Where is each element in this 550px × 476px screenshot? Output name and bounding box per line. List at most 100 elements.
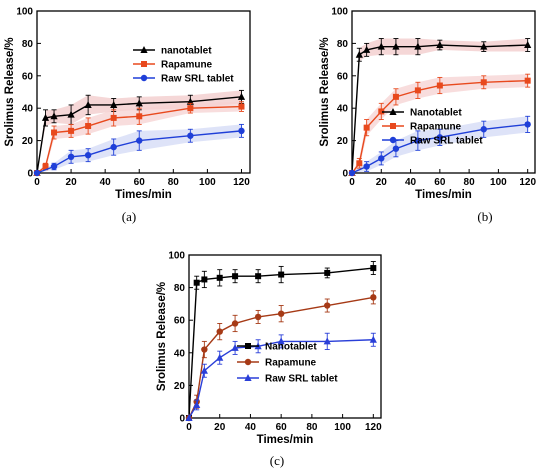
x-tick-label: 60 bbox=[434, 177, 446, 188]
legend-label: Raw SRL tablet bbox=[410, 136, 483, 147]
data-point bbox=[348, 169, 356, 177]
legend-marker bbox=[389, 108, 397, 115]
data-point bbox=[237, 92, 246, 100]
y-tick-label: 60 bbox=[337, 71, 349, 82]
series-line bbox=[36, 130, 242, 174]
data-point bbox=[67, 153, 75, 160]
x-tick-label: 120 bbox=[365, 422, 382, 433]
y-tick-label: 60 bbox=[22, 71, 34, 82]
data-point bbox=[33, 169, 41, 177]
legend-marker bbox=[141, 61, 147, 67]
y-tick-label: 40 bbox=[174, 348, 186, 359]
data-point bbox=[232, 273, 239, 280]
y-tick-label: 20 bbox=[174, 381, 186, 392]
legend-marker bbox=[390, 123, 396, 129]
data-point bbox=[68, 127, 75, 134]
data-point bbox=[136, 137, 143, 144]
data-point bbox=[377, 42, 385, 50]
y-axis-label: Srolimus Release/% bbox=[4, 37, 16, 146]
data-point bbox=[216, 353, 224, 361]
x-tick-label: 40 bbox=[405, 177, 417, 188]
data-point bbox=[193, 400, 201, 408]
x-tick-label: 80 bbox=[168, 177, 180, 188]
data-point bbox=[67, 110, 75, 118]
data-point bbox=[187, 132, 194, 139]
x-tick-label: 80 bbox=[464, 177, 476, 188]
data-point bbox=[255, 273, 262, 280]
x-axis-label: Times/min bbox=[115, 189, 172, 201]
chart-panel-2: 0 20 40 60 80 100 120 0 20 40 60 80 100 Times/min Srol… bbox=[319, 7, 536, 225]
legend-marker bbox=[244, 374, 252, 381]
y-axis-label: Srolimus Release/% bbox=[319, 37, 331, 146]
x-tick-label: 60 bbox=[134, 177, 146, 188]
x-tick-label: 40 bbox=[100, 177, 112, 188]
legend-label: Raw SRL tablet bbox=[161, 74, 234, 85]
data-point bbox=[216, 328, 223, 335]
data-point bbox=[370, 265, 377, 272]
data-point bbox=[414, 87, 421, 94]
data-point bbox=[370, 294, 377, 301]
data-point bbox=[238, 127, 245, 135]
x-axis-label: Times/min bbox=[415, 189, 472, 201]
panel-label: (b) bbox=[477, 209, 492, 224]
data-point bbox=[524, 77, 531, 84]
y-tick-label: 20 bbox=[22, 136, 34, 147]
data-point bbox=[110, 143, 117, 151]
x-tick-label: 120 bbox=[233, 177, 250, 188]
data-point bbox=[480, 126, 487, 133]
y-tick-label: 60 bbox=[174, 316, 186, 327]
data-point bbox=[436, 134, 444, 141]
panel-label: (a) bbox=[122, 209, 136, 224]
data-point bbox=[50, 112, 58, 120]
data-point bbox=[238, 103, 245, 110]
data-point bbox=[524, 41, 532, 49]
x-tick-label: 20 bbox=[376, 177, 388, 188]
legend-label: Nanotablet bbox=[410, 108, 462, 119]
data-point bbox=[201, 346, 208, 353]
legend-label: nanotablet bbox=[161, 46, 212, 57]
data-point bbox=[378, 155, 385, 162]
data-point bbox=[356, 160, 363, 167]
data-point bbox=[436, 82, 443, 89]
x-tick-label: 0 bbox=[349, 177, 355, 188]
chart-panel-3: 0 20 40 60 80 100 120 0 20 40 60 80 100 Times/min Srol… bbox=[156, 251, 382, 469]
y-axis-label: Srolimus Release/% bbox=[156, 282, 168, 391]
legend-marker bbox=[244, 358, 252, 366]
legend-marker bbox=[245, 343, 251, 349]
x-tick-label: 40 bbox=[245, 422, 257, 433]
y-tick-label: 0 bbox=[27, 169, 33, 180]
data-point bbox=[414, 42, 422, 50]
data-point bbox=[193, 279, 200, 286]
y-tick-label: 80 bbox=[337, 39, 349, 50]
data-point bbox=[392, 93, 399, 100]
legend-label: Raw SRL tablet bbox=[265, 374, 338, 385]
x-tick-label: 60 bbox=[276, 422, 288, 433]
data-point bbox=[369, 335, 377, 343]
series-band bbox=[352, 38, 528, 173]
y-tick-label: 40 bbox=[22, 104, 34, 115]
data-point bbox=[110, 100, 118, 108]
plot-frame bbox=[36, 10, 251, 174]
y-tick-label: 20 bbox=[337, 136, 349, 147]
y-tick-label: 0 bbox=[179, 414, 185, 425]
panel-label: (c) bbox=[270, 453, 284, 468]
x-tick-label: 100 bbox=[199, 177, 216, 188]
y-tick-label: 80 bbox=[174, 283, 186, 294]
legend-marker bbox=[140, 74, 148, 82]
plot-frame bbox=[351, 10, 536, 174]
y-tick-label: 80 bbox=[22, 39, 34, 50]
data-point bbox=[378, 108, 385, 115]
data-point bbox=[84, 100, 92, 108]
data-point bbox=[187, 105, 194, 112]
x-tick-label: 100 bbox=[490, 177, 507, 188]
data-point bbox=[136, 113, 143, 120]
data-point bbox=[200, 366, 208, 374]
data-point bbox=[231, 343, 239, 351]
data-point bbox=[323, 337, 331, 345]
data-point bbox=[254, 313, 262, 321]
data-point bbox=[355, 50, 363, 58]
y-tick-label: 100 bbox=[331, 7, 348, 18]
x-tick-label: 20 bbox=[214, 422, 226, 433]
data-point bbox=[324, 269, 331, 276]
